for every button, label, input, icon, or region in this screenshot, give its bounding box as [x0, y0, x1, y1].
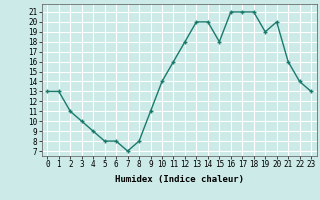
X-axis label: Humidex (Indice chaleur): Humidex (Indice chaleur)	[115, 175, 244, 184]
